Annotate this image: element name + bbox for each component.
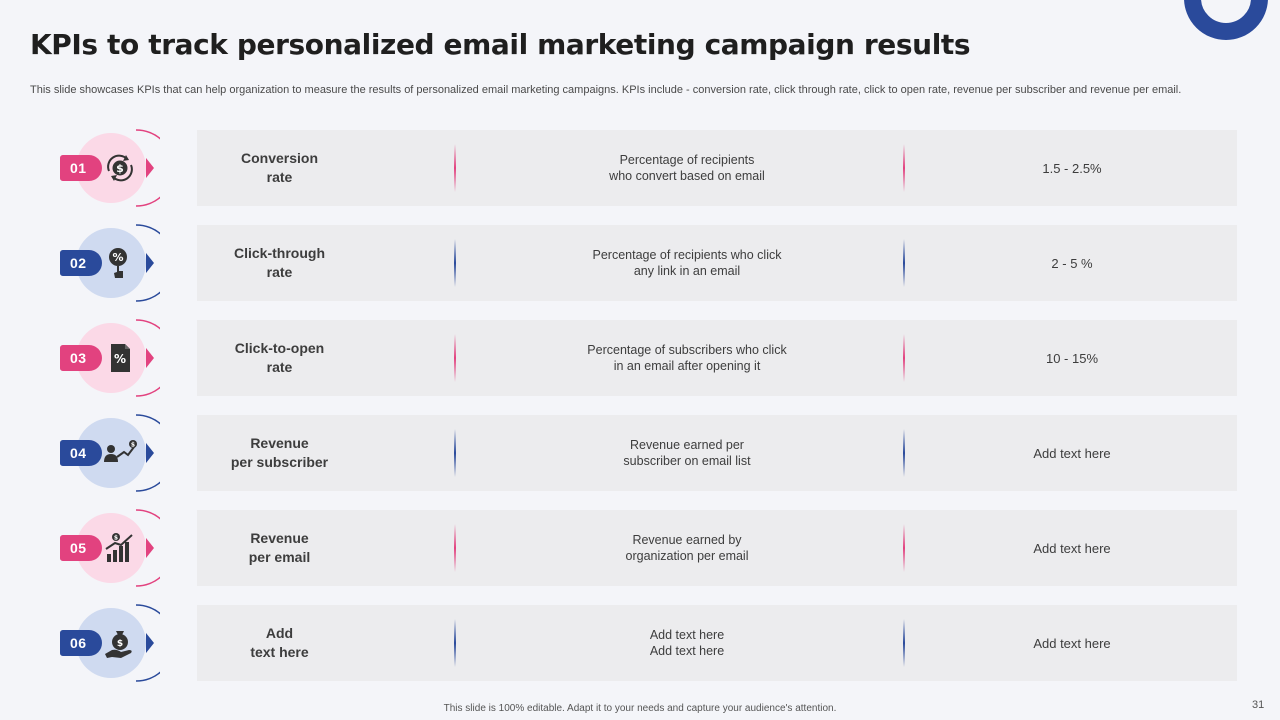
kpi-row: 02% Click-through rate Percentage of recip… bbox=[0, 223, 1280, 303]
kpi-marker: 05 $ bbox=[56, 508, 160, 588]
kpi-description: Revenue earned by organization per email bbox=[625, 533, 749, 563]
column-divider bbox=[454, 239, 456, 287]
kpi-number: 01 bbox=[60, 155, 102, 181]
kpi-value: Add text here bbox=[1033, 445, 1111, 461]
kpi-description: Percentage of recipients who click any l… bbox=[592, 248, 782, 278]
svg-text:$: $ bbox=[114, 535, 118, 542]
kpi-card: Revenue per email Revenue earned by organ… bbox=[197, 510, 1237, 586]
kpi-name: Conversion rate bbox=[240, 150, 318, 185]
kpi-row: 05 $ Revenue per email Revenue earned by or… bbox=[0, 508, 1280, 588]
column-divider bbox=[454, 524, 456, 572]
page-title: KPIs to track personalized email marketi… bbox=[30, 28, 971, 61]
marker-arc bbox=[135, 129, 160, 207]
kpi-card: Conversion rate Percentage of recipients … bbox=[197, 130, 1237, 206]
kpi-number: 04 bbox=[60, 440, 102, 466]
svg-text:$: $ bbox=[116, 162, 124, 175]
percent-click-icon: % bbox=[102, 245, 138, 281]
revenue-chart-icon: $ bbox=[102, 530, 138, 566]
kpi-description: Revenue earned per subscriber on email l… bbox=[623, 438, 751, 468]
kpi-card: Click-through rate Percentage of recipien… bbox=[197, 225, 1237, 301]
kpi-name: Click-through rate bbox=[234, 245, 325, 280]
kpi-value: Add text here bbox=[1033, 540, 1111, 556]
money-hand-icon: $ bbox=[102, 625, 138, 661]
marker-arc bbox=[135, 224, 160, 302]
column-divider bbox=[454, 144, 456, 192]
column-divider bbox=[903, 334, 905, 382]
svg-text:$: $ bbox=[131, 442, 135, 449]
kpi-value: 1.5 - 2.5% bbox=[1042, 160, 1102, 176]
dollar-cycle-icon: $ bbox=[102, 150, 138, 186]
svg-text:$: $ bbox=[117, 639, 123, 649]
subscriber-revenue-icon: $ bbox=[102, 435, 138, 471]
kpi-number: 02 bbox=[60, 250, 102, 276]
marker-arc bbox=[135, 604, 160, 682]
column-divider bbox=[454, 334, 456, 382]
page-number: 31 bbox=[1252, 699, 1265, 711]
marker-arc bbox=[135, 509, 160, 587]
kpi-value: 10 - 15% bbox=[1045, 350, 1099, 366]
kpi-name: Revenue per email bbox=[248, 530, 311, 565]
kpi-row: 03% Click-to-open rate Percentage of subsc… bbox=[0, 318, 1280, 398]
kpi-number: 03 bbox=[60, 345, 102, 371]
kpi-name: Click-to-open rate bbox=[234, 340, 325, 375]
column-divider bbox=[903, 239, 905, 287]
kpi-description: Percentage of subscribers who click in a… bbox=[587, 343, 787, 373]
column-divider bbox=[903, 619, 905, 667]
column-divider bbox=[903, 524, 905, 572]
kpi-row: 01 $ Conversion rate Percentage of recipien… bbox=[0, 128, 1280, 208]
kpi-row: 06 $ Add text here Add text here Add text h… bbox=[0, 603, 1280, 683]
percent-document-icon: % bbox=[102, 340, 138, 376]
kpi-card: Click-to-open rate Percentage of subscrib… bbox=[197, 320, 1237, 396]
column-divider bbox=[903, 429, 905, 477]
kpi-description: Add text here Add text here bbox=[649, 628, 725, 658]
kpi-row: 04 $ Revenue per subscriber Revenue earned … bbox=[0, 413, 1280, 493]
svg-text:%: % bbox=[114, 352, 126, 366]
footer-note: This slide is 100% editable. Adapt it to… bbox=[443, 703, 837, 714]
kpi-marker: 06 $ bbox=[56, 603, 160, 683]
kpi-marker: 01 $ bbox=[56, 128, 160, 208]
marker-arc bbox=[135, 319, 160, 397]
column-divider bbox=[454, 619, 456, 667]
svg-text:%: % bbox=[112, 251, 123, 264]
column-divider bbox=[903, 144, 905, 192]
kpi-name: Add text here bbox=[250, 625, 309, 660]
kpi-number: 05 bbox=[60, 535, 102, 561]
kpi-name: Revenue per subscriber bbox=[230, 435, 329, 470]
kpi-marker: 03% bbox=[56, 318, 160, 398]
decorative-ring bbox=[1184, 0, 1268, 40]
kpi-number: 06 bbox=[60, 630, 102, 656]
kpi-card: Revenue per subscriber Revenue earned per… bbox=[197, 415, 1237, 491]
kpi-marker: 04 $ bbox=[56, 413, 160, 493]
kpi-value: 2 - 5 % bbox=[1051, 255, 1093, 271]
kpi-card: Add text here Add text here Add text here… bbox=[197, 605, 1237, 681]
kpi-description: Percentage of recipients who convert bas… bbox=[609, 153, 765, 183]
column-divider bbox=[454, 429, 456, 477]
page-subtitle: This slide showcases KPIs that can help … bbox=[30, 84, 1182, 96]
kpi-value: Add text here bbox=[1033, 635, 1111, 651]
marker-arc bbox=[135, 414, 160, 492]
kpi-marker: 02% bbox=[56, 223, 160, 303]
